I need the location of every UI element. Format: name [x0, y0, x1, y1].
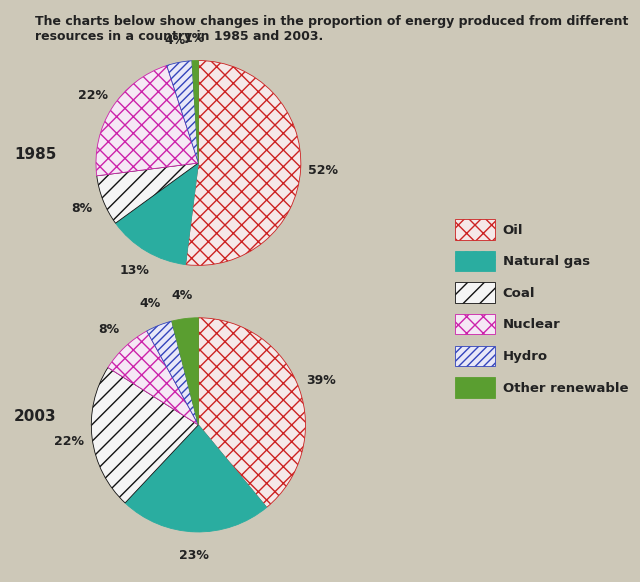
Text: 8%: 8% — [72, 203, 93, 215]
Wedge shape — [97, 163, 198, 223]
Wedge shape — [125, 425, 267, 532]
Text: 52%: 52% — [308, 164, 338, 178]
Wedge shape — [167, 61, 198, 163]
Wedge shape — [186, 61, 301, 265]
Wedge shape — [192, 61, 198, 163]
Wedge shape — [92, 367, 198, 503]
Legend: Oil, Natural gas, Coal, Nuclear, Hydro, Other renewable: Oil, Natural gas, Coal, Nuclear, Hydro, … — [450, 214, 634, 403]
Text: 1985: 1985 — [14, 147, 56, 162]
Text: 39%: 39% — [307, 374, 336, 387]
Text: 4%: 4% — [172, 289, 193, 301]
Wedge shape — [172, 318, 198, 425]
Text: 22%: 22% — [54, 435, 84, 448]
Text: 4%: 4% — [164, 34, 186, 47]
Wedge shape — [96, 66, 198, 176]
Text: 1%: 1% — [184, 31, 205, 45]
Wedge shape — [116, 163, 198, 265]
Wedge shape — [147, 321, 198, 425]
Text: 22%: 22% — [78, 90, 108, 102]
Text: 13%: 13% — [120, 264, 150, 277]
Text: 4%: 4% — [140, 297, 161, 310]
Wedge shape — [198, 318, 305, 508]
Wedge shape — [108, 331, 198, 425]
Text: 8%: 8% — [99, 323, 120, 336]
Text: 23%: 23% — [179, 549, 209, 562]
Text: 2003: 2003 — [14, 409, 57, 424]
Text: The charts below show changes in the proportion of energy produced from differen: The charts below show changes in the pro… — [35, 15, 628, 42]
